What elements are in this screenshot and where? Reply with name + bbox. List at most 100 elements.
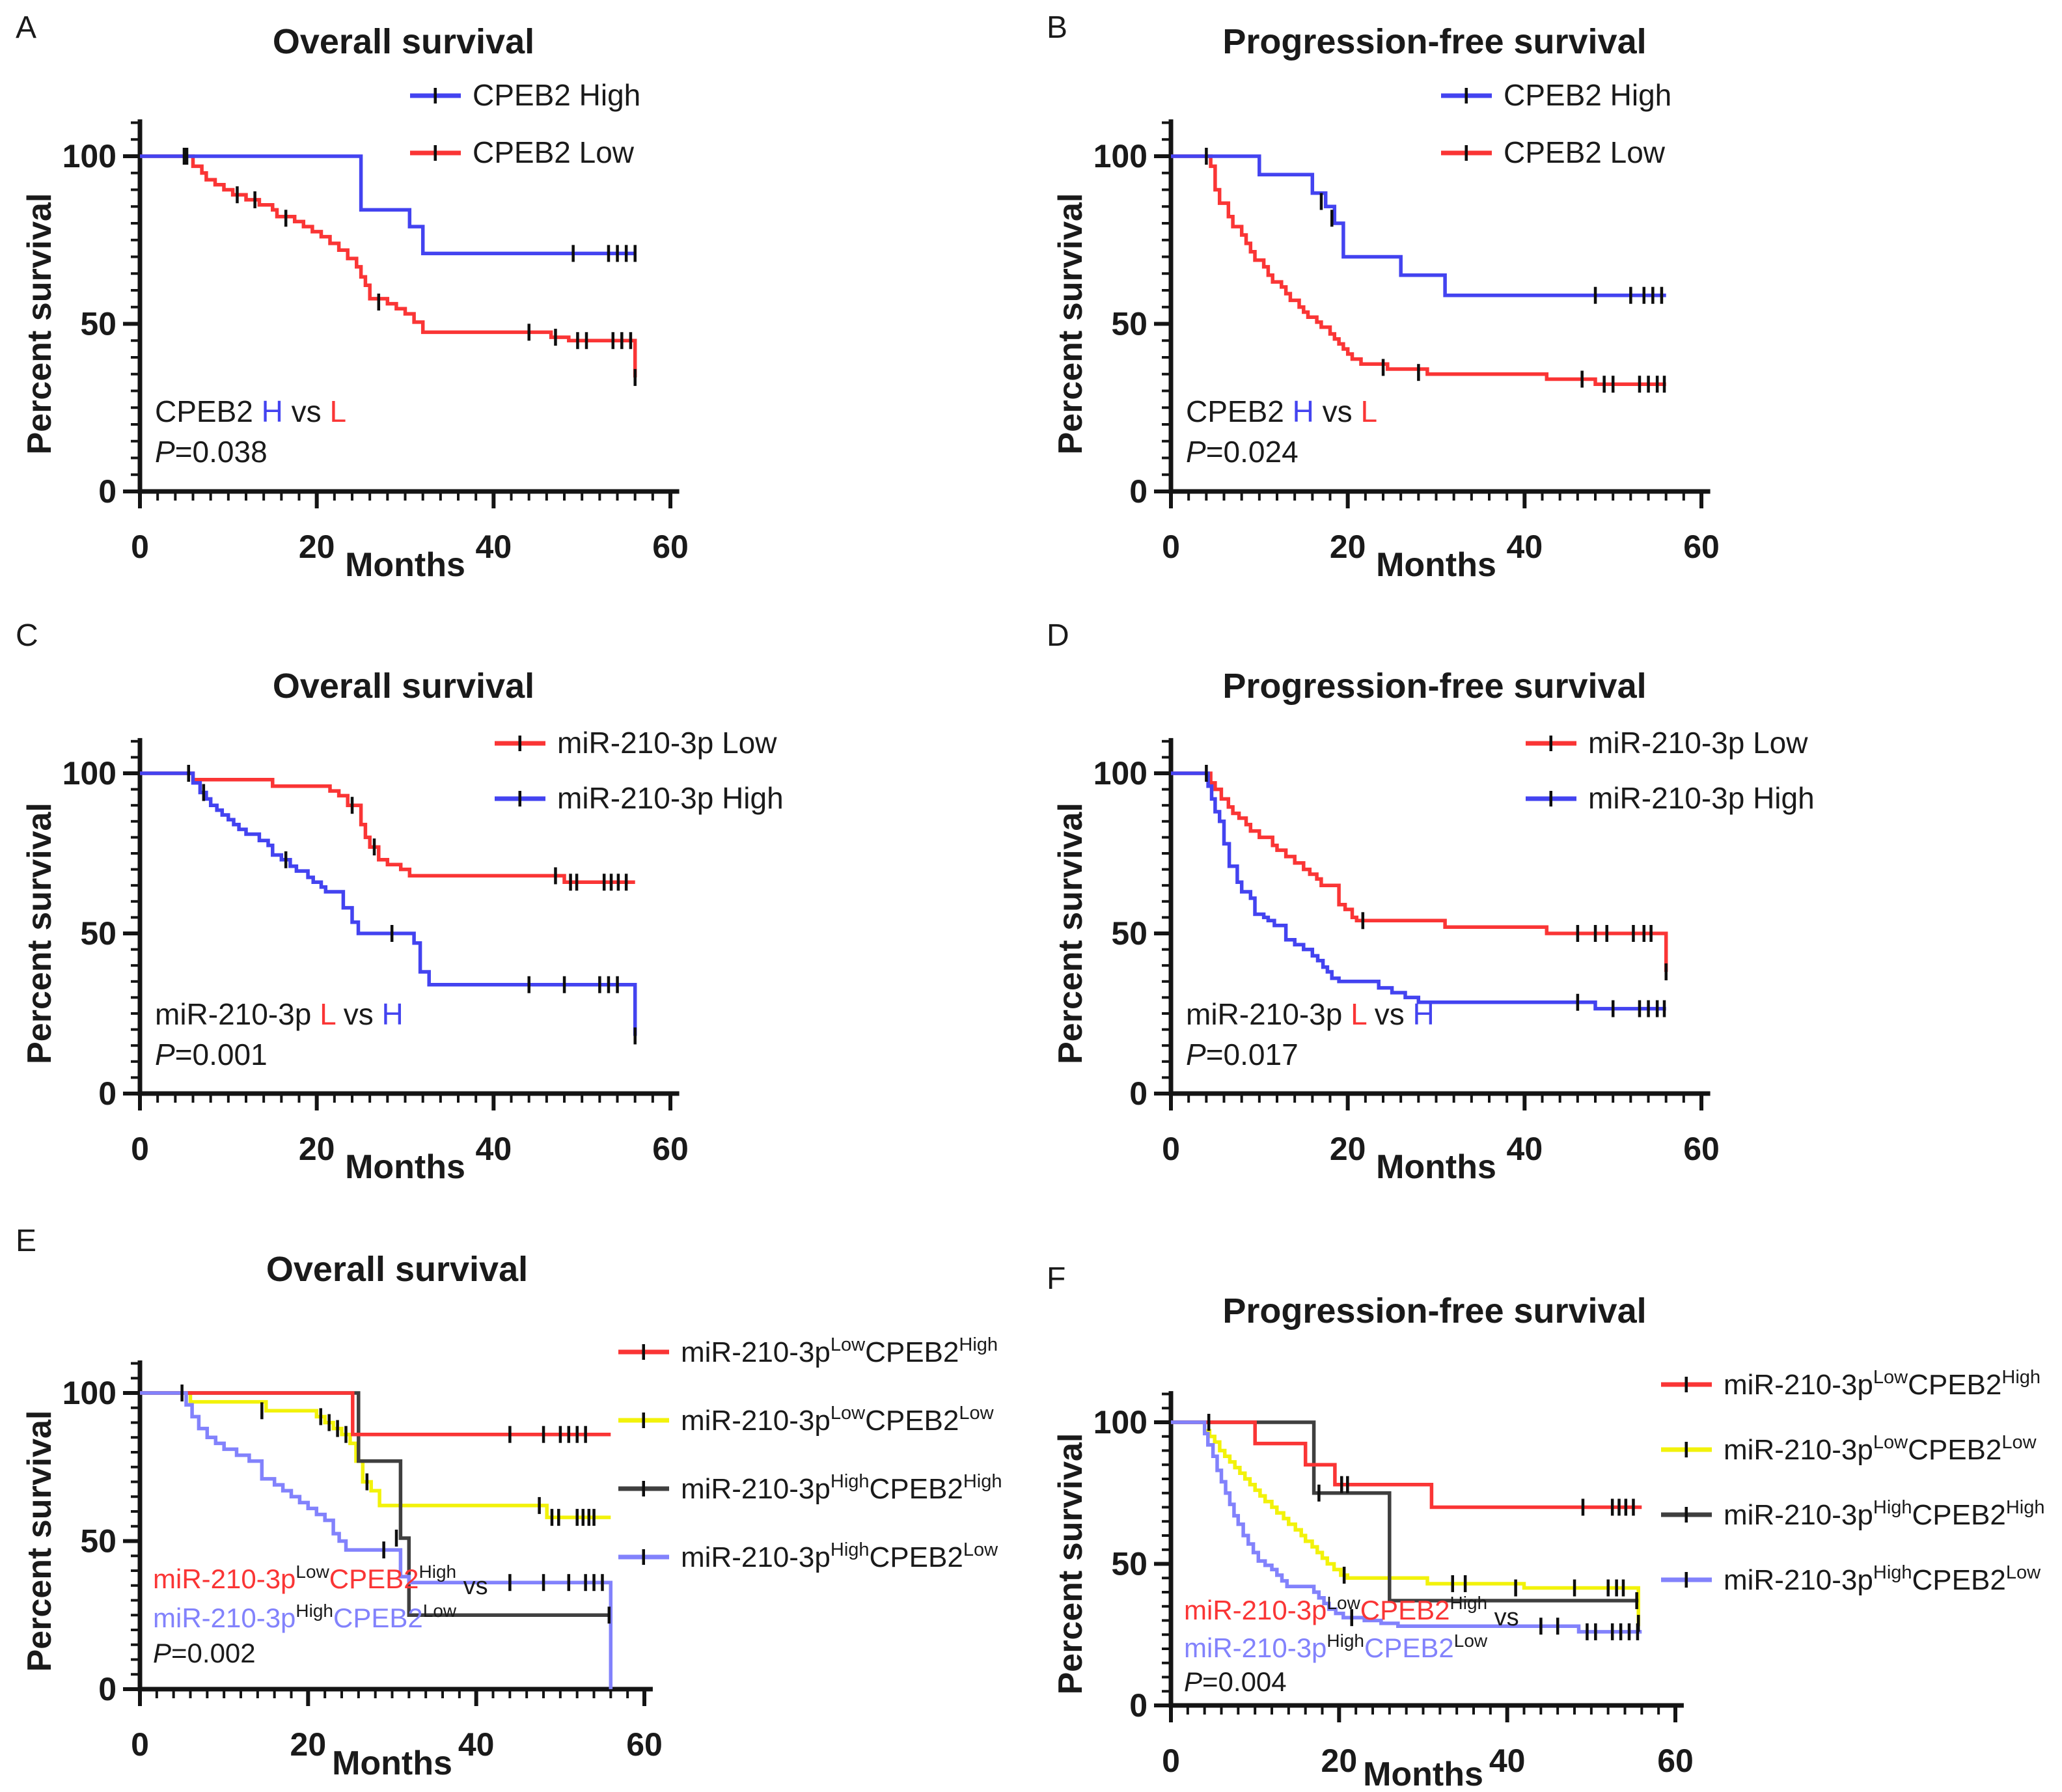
censor-tick bbox=[319, 1408, 323, 1426]
legend-label: miR-210-3pHighCPEB2High bbox=[1724, 1497, 2044, 1531]
y-tick-label: 0 bbox=[1129, 473, 1148, 510]
censor-tick bbox=[633, 1027, 637, 1045]
censor-tick bbox=[1317, 1484, 1321, 1502]
censor-tick bbox=[1632, 1498, 1635, 1516]
censor-tick bbox=[584, 332, 588, 350]
censor-tick bbox=[576, 332, 579, 350]
censor-tick bbox=[1655, 376, 1659, 393]
censor-tick bbox=[1636, 1623, 1640, 1640]
comparison-text: CPEB2 H vs L bbox=[1186, 394, 1377, 428]
censor-tick bbox=[602, 874, 606, 891]
censor-tick bbox=[1611, 1000, 1615, 1017]
panel-A: A Overall survival 0 20 40 60 0 50 100 Months Perc… bbox=[16, 10, 689, 584]
legend-item-D-1: miR-210-3p High bbox=[1526, 781, 1815, 815]
censor-tick bbox=[616, 245, 619, 262]
curve-mir-210-3p-low-cpeb2-high bbox=[140, 1391, 611, 1437]
x-tick-label: 40 bbox=[458, 1726, 495, 1763]
censor-tick bbox=[1350, 1609, 1354, 1627]
panel-D-title: Progression-free survival bbox=[1222, 667, 1646, 706]
x-axis-label: Months bbox=[332, 1744, 452, 1782]
legend-marker-censor-tick bbox=[433, 88, 437, 103]
legend-item-B-1: CPEB2 Low bbox=[1441, 135, 1666, 169]
comparison-text: miR-210-3pHighCPEB2Low bbox=[153, 1601, 457, 1633]
censor-tick bbox=[1610, 1623, 1614, 1640]
y-tick-label: 0 bbox=[98, 1671, 117, 1707]
censor-tick bbox=[616, 976, 619, 993]
legend-marker-censor-tick bbox=[1684, 1377, 1688, 1392]
censor-tick bbox=[567, 1574, 571, 1592]
censor-tick bbox=[1605, 925, 1608, 942]
panel-C-title: Overall survival bbox=[273, 667, 534, 706]
censor-tick bbox=[607, 245, 611, 262]
x-tick-label: 40 bbox=[476, 529, 512, 565]
legend-item-E-3: miR-210-3pHighCPEB2Low bbox=[618, 1539, 998, 1573]
censor-tick bbox=[284, 851, 288, 868]
censor-tick bbox=[1651, 286, 1655, 304]
y-tick-label: 100 bbox=[1093, 755, 1148, 792]
curve-mir-210-3p-high-cpeb2-low bbox=[1171, 1420, 1642, 1634]
censor-tick bbox=[508, 1426, 512, 1443]
censor-tick bbox=[1642, 286, 1646, 304]
censor-tick bbox=[1635, 1592, 1638, 1610]
legend-marker-censor-tick bbox=[1684, 1442, 1688, 1457]
censor-tick bbox=[527, 976, 530, 993]
panel-letter-E: E bbox=[16, 1224, 36, 1258]
censor-tick bbox=[1593, 925, 1597, 942]
curve-mir-210-3p-low bbox=[140, 771, 635, 885]
censor-tick bbox=[1610, 1498, 1614, 1516]
censor-tick bbox=[1638, 1000, 1642, 1017]
x-tick-label: 60 bbox=[1657, 1743, 1694, 1779]
censor-tick bbox=[624, 245, 628, 262]
censor-tick bbox=[365, 1473, 369, 1491]
legend-item-F-2: miR-210-3pHighCPEB2High bbox=[1661, 1497, 2044, 1531]
censor-tick bbox=[592, 1509, 596, 1526]
censor-tick bbox=[1207, 1414, 1211, 1431]
censor-tick bbox=[1638, 376, 1642, 393]
y-tick-label: 50 bbox=[1111, 915, 1148, 952]
censor-tick bbox=[1647, 1000, 1650, 1017]
censor-tick bbox=[624, 874, 628, 891]
legend-label: miR-210-3p Low bbox=[557, 726, 777, 760]
x-tick-label: 20 bbox=[299, 1131, 335, 1167]
censor-tick bbox=[1611, 376, 1615, 393]
censor-tick bbox=[284, 210, 288, 227]
censor-tick bbox=[607, 976, 611, 993]
censor-tick bbox=[601, 1574, 604, 1592]
censor-tick bbox=[1615, 1579, 1618, 1597]
censor-tick bbox=[382, 1541, 385, 1559]
censor-tick bbox=[550, 1509, 554, 1526]
x-tick-label: 0 bbox=[131, 1726, 149, 1763]
legend-label: CPEB2 High bbox=[473, 78, 640, 112]
x-axis-label: Months bbox=[1376, 546, 1496, 584]
legend-label: miR-210-3pHighCPEB2Low bbox=[1724, 1562, 2041, 1596]
censor-tick bbox=[1621, 1579, 1625, 1597]
censor-tick bbox=[1629, 286, 1632, 304]
censor-tick bbox=[187, 765, 191, 782]
legend-item-E-1: miR-210-3pLowCPEB2Low bbox=[618, 1403, 995, 1437]
legend-marker-censor-tick bbox=[642, 1413, 645, 1428]
x-tick-label: 60 bbox=[1683, 529, 1720, 565]
censor-tick bbox=[575, 1426, 579, 1443]
x-tick-label: 0 bbox=[1162, 1131, 1180, 1167]
legend-marker-censor-tick bbox=[1549, 736, 1552, 751]
censor-tick bbox=[1580, 370, 1584, 388]
censor-tick bbox=[558, 1426, 562, 1443]
censor-tick bbox=[1586, 1623, 1589, 1640]
y-tick-label: 0 bbox=[1129, 1075, 1148, 1112]
censor-tick bbox=[611, 332, 615, 350]
y-axis-label: Percent survival bbox=[1052, 193, 1090, 455]
x-tick-label: 20 bbox=[299, 529, 335, 565]
censor-tick bbox=[1624, 1498, 1628, 1516]
censor-tick bbox=[557, 1509, 560, 1526]
curve-mir-210-3p-low bbox=[1171, 771, 1668, 972]
curve-cpeb2-low bbox=[1171, 154, 1666, 386]
curve-cpeb2-low bbox=[140, 154, 637, 378]
censor-tick bbox=[1632, 925, 1635, 942]
legend-label: miR-210-3pLowCPEB2High bbox=[1724, 1367, 2041, 1401]
legend-item-E-0: miR-210-3pLowCPEB2High bbox=[618, 1334, 998, 1368]
y-tick-label: 50 bbox=[80, 1523, 117, 1560]
censor-tick bbox=[1593, 286, 1597, 304]
censor-tick bbox=[236, 186, 239, 204]
x-tick-label: 40 bbox=[1507, 1131, 1543, 1167]
